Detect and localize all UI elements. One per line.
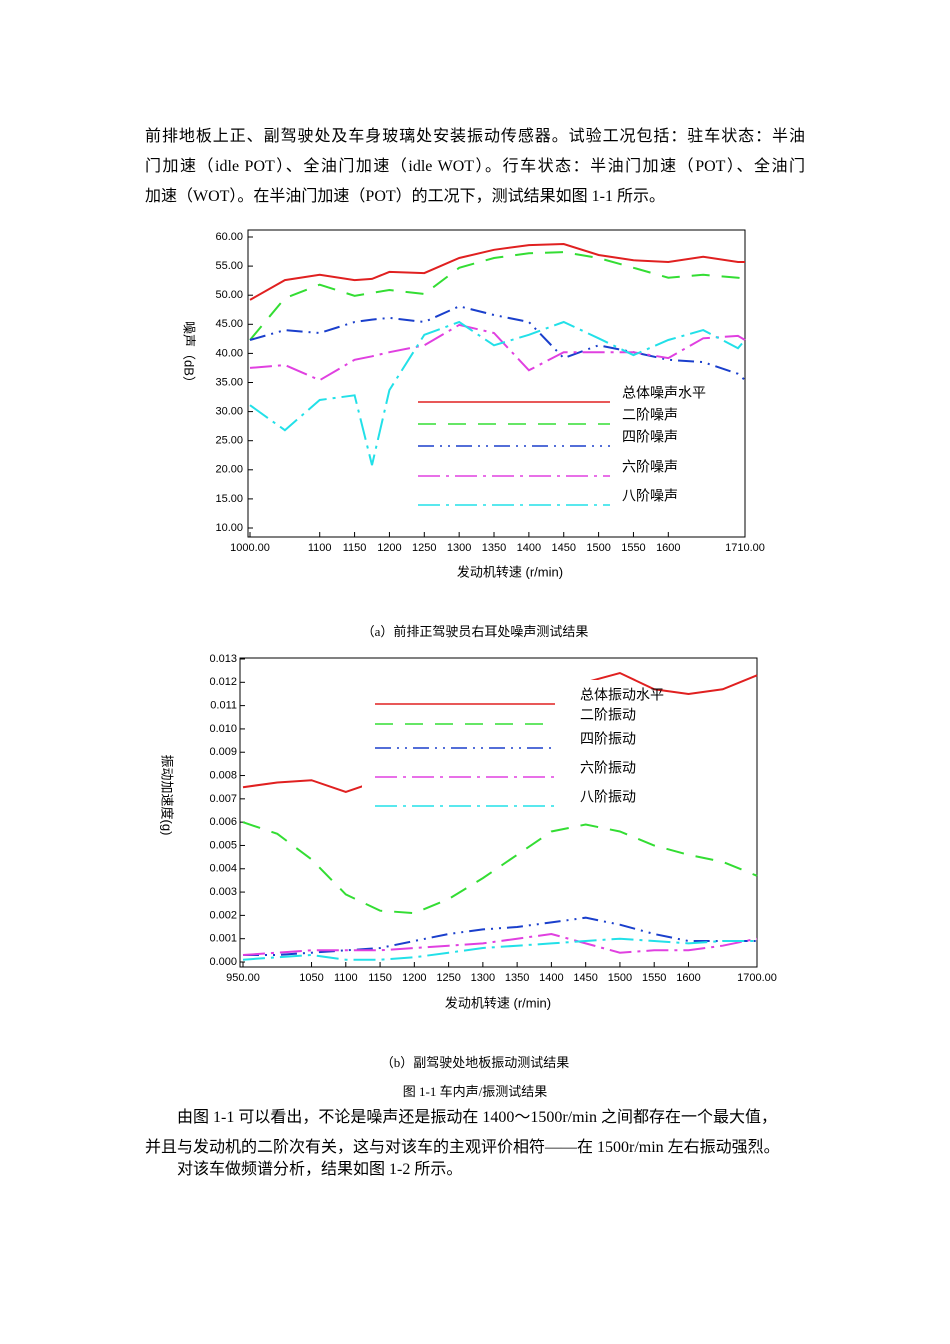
x-tick-label: 1250 [412,542,436,554]
x-tick-label: 1700.00 [737,972,777,984]
legend-label: 二阶噪声 [622,407,678,423]
text-line: 并且与发动机的二阶次有关，这与对该车的主观评价相符——在 1500r/min 左… [145,1139,780,1156]
y-tick-label: 0.000 [209,956,237,968]
legend-label: 总体振动水平 [580,687,664,703]
y-tick-label: 45.00 [215,318,243,330]
x-tick-label: 1200 [402,972,426,984]
text-line: 加速（WOT）。在半油门加速（POT）的工况下，测试结果如图 1-1 所示。 [145,188,665,205]
legend-label: 总体噪声水平 [622,385,706,401]
y-tick-label: 0.010 [209,723,237,735]
y-tick-label: 0.013 [209,653,237,665]
x-tick-label: 1000.00 [230,542,270,554]
y-tick-label: 30.00 [215,406,243,418]
y-tick-label: 20.00 [215,464,243,476]
text-line: 由图 1-1 可以看出，不论是噪声还是振动在 1400～1500r/min 之间… [177,1109,777,1126]
x-axis-label: 发动机转速 (r/min) [445,995,551,1010]
legend-box [410,382,742,514]
y-tick-label: 0.004 [209,863,237,875]
legend-label: 六阶噪声 [622,459,678,475]
legend-label: 二阶振动 [580,707,636,723]
text-line: 前排地板上正、副驾驶处及车身玻璃处安装振动传感器。试验工况包括：驻车状态：半油 [145,128,805,145]
y-tick-label: 55.00 [215,260,243,272]
series-line [242,932,758,956]
paragraph: 对该车做频谱分析，结果如图 1-2 所示。 [145,1155,805,1185]
x-tick-label: 950.00 [226,972,260,984]
series-line [249,242,745,301]
x-tick-label: 1250 [436,972,460,984]
series-line [249,323,746,382]
y-axis-label: 噪声（dB） [182,321,197,389]
legend-label: 八阶振动 [580,789,636,805]
x-tick-label: 1400 [539,972,563,984]
y-axis-label: 振动加速度(g) [160,755,175,836]
paragraph: 前排地板上正、副驾驶处及车身玻璃处安装振动传感器。试验工况包括：驻车状态：半油 … [145,122,805,212]
legend-label: 四阶振动 [580,731,636,747]
y-tick-label: 60.00 [215,231,243,243]
legend-box [362,680,598,812]
caption: （b）副驾驶处地板振动测试结果 [380,1055,570,1070]
y-tick-label: 0.012 [209,676,237,688]
x-tick-label: 1300 [471,972,495,984]
y-tick-label: 0.003 [209,886,237,898]
y-tick-label: 10.00 [215,522,243,534]
figure-caption: 图 1-1 车内声/振测试结果 [402,1084,548,1099]
x-tick-label: 1710.00 [725,542,765,554]
y-tick-label: 40.00 [215,347,243,359]
y-tick-label: 0.005 [209,839,237,851]
y-tick-label: 0.006 [209,816,237,828]
text-line: 对该车做频谱分析，结果如图 1-2 所示。 [177,1161,463,1178]
x-tick-label: 1350 [482,542,506,554]
x-tick-label: 1550 [642,972,666,984]
series-line [242,821,758,915]
x-tick-label: 1350 [505,972,529,984]
x-tick-label: 1600 [676,972,700,984]
series-line [249,251,746,341]
x-tick-label: 1400 [517,542,541,554]
text-line: 门加速（idle POT）、全油门加速（idle WOT）。行车状态：半油门加速… [145,158,805,175]
y-tick-label: 0.002 [209,909,237,921]
paragraph: 由图 1-1 可以看出，不论是噪声还是振动在 1400～1500r/min 之间… [145,1103,805,1163]
series-line [243,916,757,956]
y-tick-label: 0.007 [209,793,237,805]
y-tick-label: 0.008 [209,769,237,781]
x-tick-label: 1600 [656,542,680,554]
x-tick-label: 1150 [368,972,392,984]
series-line [249,320,746,466]
caption: （a）前排正驾驶员右耳处噪声测试结果 [361,624,589,639]
y-tick-label: 35.00 [215,376,243,388]
y-tick-label: 25.00 [215,435,243,447]
legend-label: 六阶振动 [580,760,636,776]
x-tick-label: 1050 [299,972,323,984]
y-tick-label: 0.001 [209,933,237,945]
y-tick-label: 50.00 [215,289,243,301]
legend-label: 八阶噪声 [622,488,678,504]
x-tick-label: 1100 [308,542,332,554]
series-line [242,937,757,961]
y-tick-label: 0.011 [210,700,237,712]
x-tick-label: 1100 [334,972,358,984]
plot-frame [239,657,758,968]
plot-frame [247,229,746,538]
x-axis-label: 发动机转速 (r/min) [457,564,563,579]
x-tick-label: 1500 [608,972,632,984]
x-tick-label: 1550 [621,542,645,554]
x-tick-label: 1150 [343,542,367,554]
y-tick-label: 0.009 [209,746,237,758]
x-tick-label: 1450 [573,972,597,984]
x-tick-label: 1300 [447,542,471,554]
series-line [249,305,746,381]
legend-label: 四阶噪声 [622,429,678,445]
x-tick-label: 1450 [551,542,575,554]
x-tick-label: 1500 [586,542,610,554]
x-tick-label: 1200 [377,542,401,554]
y-tick-label: 15.00 [215,493,243,505]
